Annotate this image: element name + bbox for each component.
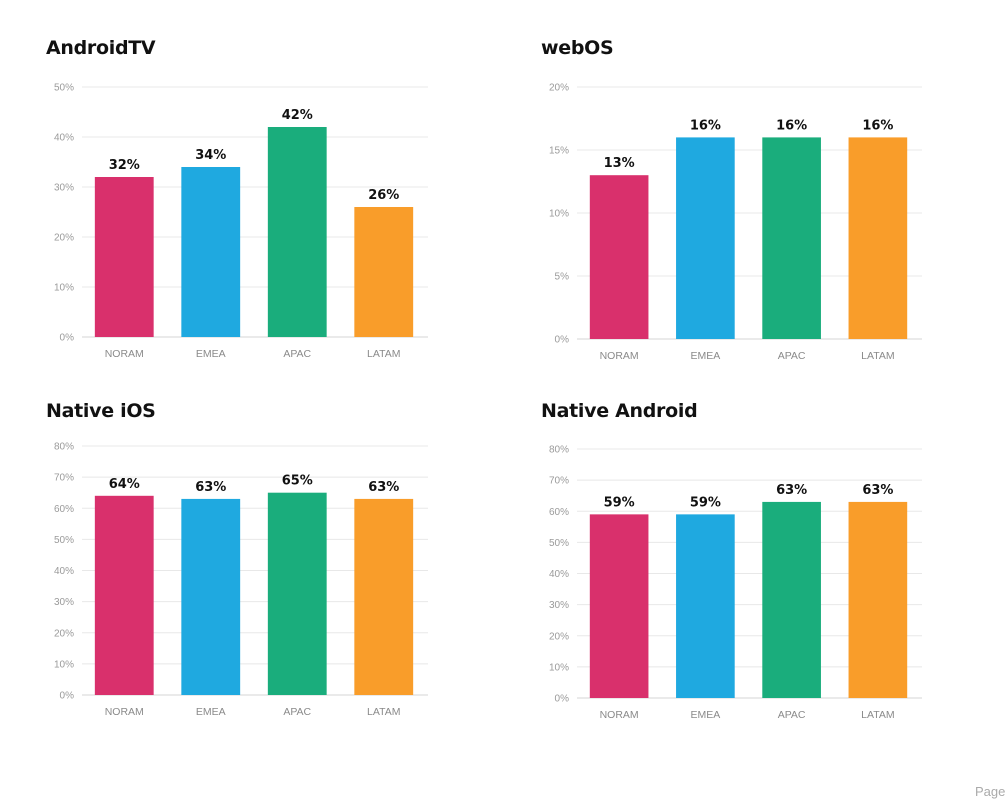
bar-apac: [762, 501, 821, 698]
bar-noram: [589, 514, 649, 698]
value-label: 65%: [282, 474, 313, 489]
value-label: 26%: [368, 188, 399, 203]
y-tick-label: 60%: [549, 507, 569, 518]
bar-latam: [848, 137, 908, 339]
value-label: 16%: [862, 118, 893, 133]
bar-apac: [267, 127, 327, 337]
category-label: NORAM: [105, 706, 144, 718]
bar-latam: [848, 501, 908, 698]
chart-native-ios: 0% 10% 20% 30% 40% 50% 60% 70% 80% 64% NORAM 63% EME…: [54, 442, 428, 718]
bar-latam: [354, 207, 414, 337]
category-label: APAC: [283, 348, 311, 360]
bar-noram: [94, 177, 154, 337]
y-tick-label: 80%: [549, 445, 569, 456]
y-tick-label: 80%: [54, 442, 74, 453]
category-label: LATAM: [367, 348, 400, 360]
bar-apac: [267, 492, 327, 695]
y-tick-label: 30%: [54, 597, 74, 608]
y-tick-label: 40%: [54, 566, 74, 577]
value-label: 59%: [604, 495, 635, 510]
chart-title-webos: webOS: [541, 37, 614, 59]
chart-native-android: 0% 10% 20% 30% 40% 50% 60% 70% 80% 59% NORAM 59% EME…: [549, 445, 922, 721]
value-label: 16%: [776, 118, 807, 133]
value-label: 63%: [776, 483, 807, 498]
y-tick-label: 20%: [549, 631, 569, 642]
chart-title-native-ios: Native iOS: [46, 400, 156, 422]
bar-emea: [676, 137, 735, 339]
y-tick-label: 40%: [549, 569, 569, 580]
bar-emea: [181, 167, 241, 337]
category-label: NORAM: [105, 348, 144, 360]
bar-apac: [762, 137, 821, 339]
y-tick-label: 30%: [549, 600, 569, 611]
category-label: LATAM: [367, 706, 400, 718]
category-label: APAC: [283, 706, 311, 718]
chart-title-androidtv: AndroidTV: [46, 37, 156, 59]
value-label: 63%: [862, 483, 893, 498]
page-label: Page: [975, 784, 1006, 799]
category-label: APAC: [778, 350, 806, 362]
bar-emea: [676, 514, 735, 698]
y-tick-label: 5%: [555, 272, 570, 283]
bar-noram: [589, 175, 649, 339]
value-label: 16%: [690, 118, 721, 133]
category-label: EMEA: [690, 350, 720, 362]
chart-webos: 0% 5% 10% 15% 20% 13% NORAM 16% EMEA 16% APAC 16% LA…: [549, 83, 922, 362]
value-label: 34%: [195, 148, 226, 163]
value-label: 32%: [109, 158, 140, 173]
y-tick-label: 70%: [54, 473, 74, 484]
value-label: 13%: [604, 156, 635, 171]
bar-noram: [94, 495, 154, 695]
y-tick-label: 50%: [549, 538, 569, 549]
y-tick-label: 0%: [60, 691, 75, 702]
y-tick-label: 50%: [54, 83, 74, 94]
y-tick-label: 20%: [549, 83, 569, 94]
y-tick-label: 40%: [54, 133, 74, 144]
value-label: 63%: [368, 480, 399, 495]
bar-latam: [354, 498, 414, 695]
value-label: 42%: [282, 108, 313, 123]
category-label: LATAM: [861, 709, 894, 721]
category-label: LATAM: [861, 350, 894, 362]
y-tick-label: 15%: [549, 146, 569, 157]
category-label: NORAM: [600, 350, 639, 362]
category-label: APAC: [778, 709, 806, 721]
y-tick-label: 10%: [54, 283, 74, 294]
y-tick-label: 50%: [54, 535, 74, 546]
value-label: 63%: [195, 480, 226, 495]
y-tick-label: 60%: [54, 504, 74, 515]
y-tick-label: 70%: [549, 476, 569, 487]
value-label: 59%: [690, 495, 721, 510]
category-label: EMEA: [196, 706, 226, 718]
y-tick-label: 10%: [549, 662, 569, 673]
category-label: EMEA: [690, 709, 720, 721]
y-tick-label: 0%: [555, 335, 570, 346]
chart-androidtv: 0% 10% 20% 30% 40% 50% 32% NORAM 34% EMEA 42% APAC 2…: [54, 83, 428, 360]
value-label: 64%: [109, 477, 140, 492]
y-tick-label: 30%: [54, 183, 74, 194]
y-tick-label: 10%: [549, 209, 569, 220]
y-tick-label: 20%: [54, 233, 74, 244]
y-tick-label: 10%: [54, 659, 74, 670]
y-tick-label: 0%: [60, 333, 75, 344]
y-tick-label: 0%: [555, 694, 570, 705]
category-label: EMEA: [196, 348, 226, 360]
y-tick-label: 20%: [54, 628, 74, 639]
bar-emea: [181, 498, 241, 695]
chart-title-native-android: Native Android: [541, 400, 698, 422]
category-label: NORAM: [600, 709, 639, 721]
